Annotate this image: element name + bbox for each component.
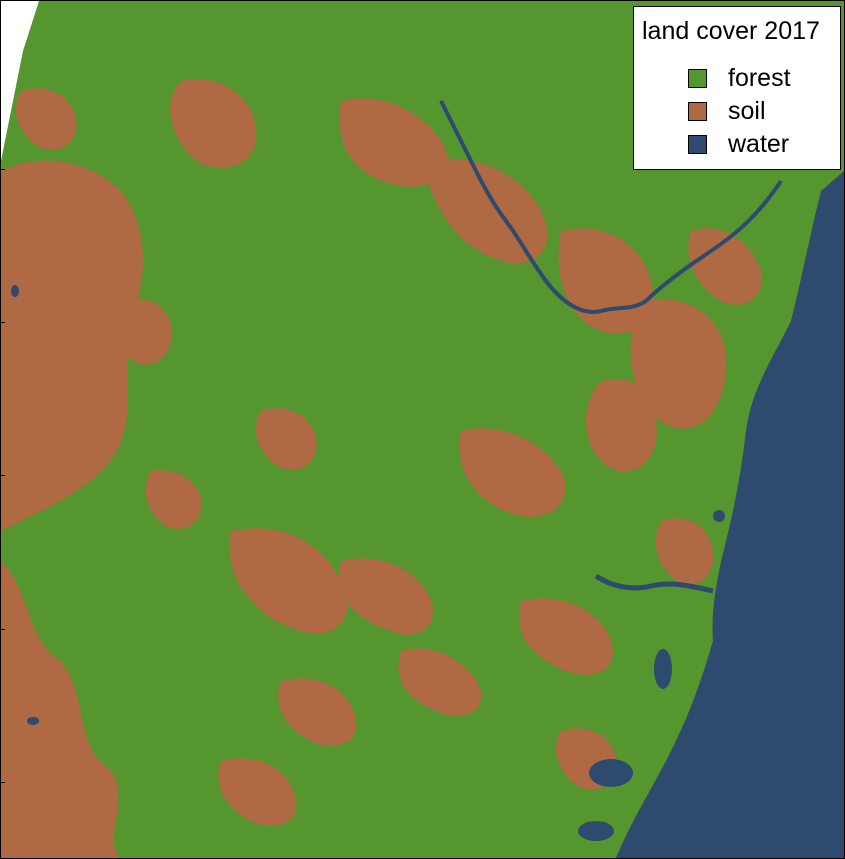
legend-title: land cover 2017 xyxy=(642,17,820,45)
axis-tick xyxy=(1,629,5,630)
axis-tick xyxy=(1,782,5,783)
legend-item-forest: forest xyxy=(688,63,791,93)
axis-tick xyxy=(1,475,5,476)
legend-swatch-forest xyxy=(688,68,707,88)
pond-3 xyxy=(713,510,725,522)
legend-label-soil: soil xyxy=(728,96,766,125)
lagoon-3 xyxy=(578,821,614,841)
legend-swatch-water xyxy=(688,134,707,154)
axis-tick xyxy=(1,169,5,170)
river-south xyxy=(594,573,714,594)
lagoon-2 xyxy=(654,649,672,689)
sea xyxy=(616,171,844,858)
water-bodies xyxy=(11,100,844,858)
legend-item-soil: soil xyxy=(688,96,766,126)
pond-1 xyxy=(11,285,19,297)
legend-label-water: water xyxy=(728,129,790,158)
legend-item-water: water xyxy=(688,129,789,159)
map-legend: land cover 2017 forest soil water xyxy=(633,6,841,170)
axis-tick xyxy=(1,322,5,323)
pond-2 xyxy=(27,717,39,725)
river-north xyxy=(439,100,783,314)
lagoon-1 xyxy=(589,759,633,787)
legend-label-forest: forest xyxy=(728,63,791,92)
legend-swatch-soil xyxy=(688,101,707,121)
